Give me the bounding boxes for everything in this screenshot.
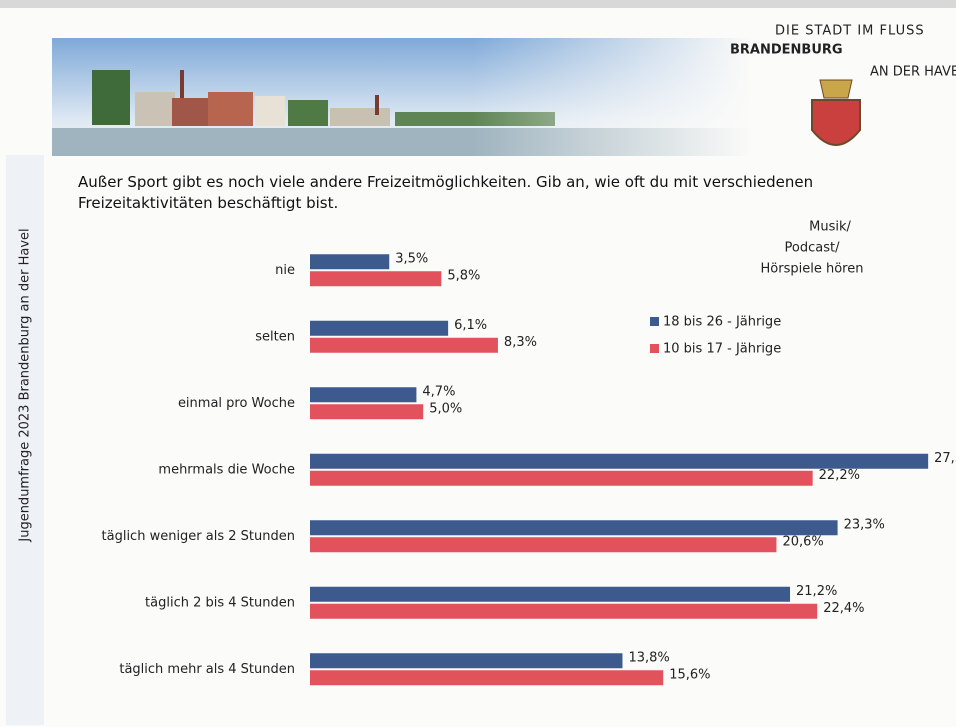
- y-tick-label: täglich mehr als 4 Stunden: [119, 662, 295, 677]
- bar: [310, 604, 817, 619]
- y-tick-label: täglich weniger als 2 Stunden: [102, 529, 295, 544]
- logo-tagline: DIE STADT IM FLUSS: [775, 24, 925, 39]
- value-label: 8,3%: [504, 335, 537, 350]
- y-tick-label: einmal pro Woche: [178, 396, 295, 411]
- value-label: 13,8%: [628, 650, 669, 665]
- value-label: 21,2%: [796, 584, 837, 599]
- legend-swatch: [650, 344, 659, 353]
- value-label: 3,5%: [395, 251, 428, 266]
- value-label: 15,6%: [669, 667, 710, 682]
- y-tick-label: mehrmals die Woche: [158, 462, 295, 477]
- value-label: 23,3%: [844, 517, 885, 532]
- chart-title: Außer Sport gibt es noch viele andere Fr…: [78, 172, 908, 214]
- value-label: 6,1%: [454, 318, 487, 333]
- y-tick-label: nie: [275, 263, 295, 278]
- crest: [812, 80, 860, 145]
- scan-edge: [0, 0, 956, 8]
- sidebar-text: Jugendumfrage 2023 Brandenburg an der Ha…: [18, 228, 33, 542]
- bar: [310, 653, 622, 668]
- legend-swatch: [650, 317, 659, 326]
- value-label: 22,2%: [819, 468, 860, 483]
- bar: [310, 587, 790, 602]
- value-label: 27,3%: [934, 451, 956, 466]
- bar: [310, 338, 498, 353]
- bar: [310, 404, 423, 419]
- bar: [310, 471, 813, 486]
- logo: BRANDENBURG: [730, 43, 843, 58]
- bar: [310, 254, 389, 269]
- legend-label: 18 bis 26 - Jährige: [663, 315, 781, 330]
- value-label: 5,0%: [429, 401, 462, 416]
- annotation: Musik/: [809, 220, 851, 235]
- chart: DIE STADT IM FLUSS BRANDENBURG AN DER HA…: [0, 0, 956, 727]
- bar: [310, 520, 838, 535]
- banner-fade: [52, 38, 752, 156]
- bar: [310, 271, 441, 286]
- value-label: 22,4%: [823, 601, 864, 616]
- annotation: Hörspiele hören: [761, 262, 864, 277]
- legend-label: 10 bis 17 - Jährige: [663, 342, 781, 357]
- logo-sub: AN DER HAVEL: [870, 65, 956, 80]
- y-tick-label: täglich 2 bis 4 Stunden: [145, 595, 295, 610]
- y-tick-label: selten: [255, 329, 295, 344]
- bar: [310, 454, 928, 469]
- value-label: 5,8%: [447, 268, 480, 283]
- bar: [310, 537, 776, 552]
- page: DIE STADT IM FLUSS BRANDENBURG AN DER HA…: [0, 0, 956, 727]
- bar: [310, 321, 448, 336]
- value-label: 20,6%: [782, 534, 823, 549]
- bar: [310, 387, 416, 402]
- bar: [310, 670, 663, 685]
- annotation: Podcast/: [785, 241, 841, 256]
- value-label: 4,7%: [422, 384, 455, 399]
